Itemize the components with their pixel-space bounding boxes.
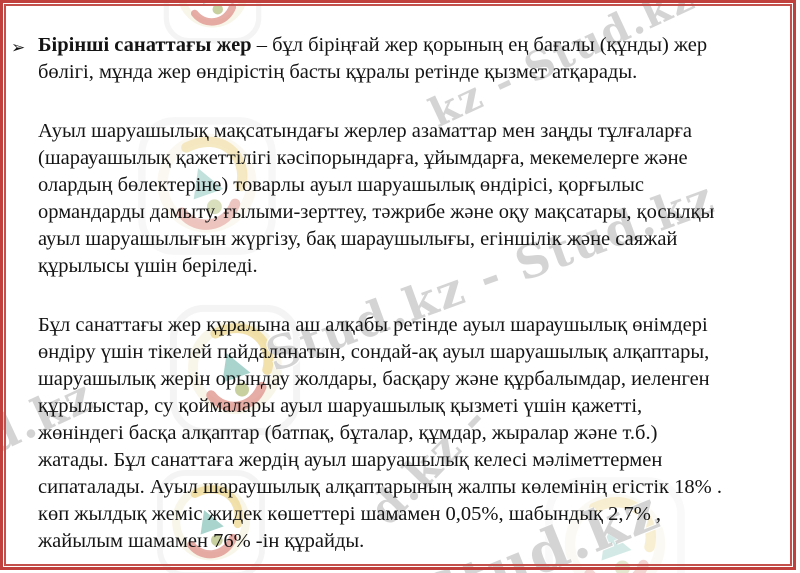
term-first-category-land: Бірінші санаттағы жер xyxy=(38,34,252,56)
paragraph-category-details: Бұл санаттағы жер құралына аш алқабы рет… xyxy=(38,314,722,552)
definition-text: – бұл біріңғай жер қорының ең бағалы (құ… xyxy=(38,34,708,83)
paragraph-agricultural-purpose: Ауыл шаруашылық мақсатындағы жерлер азам… xyxy=(38,120,715,277)
arrow-bullet-icon: ➢ xyxy=(11,38,26,58)
document-body: ➢ Бірінші санаттағы жер – бұл біріңғай же… xyxy=(11,0,790,573)
paragraph-definition: ➢ Бірінші санаттағы жер – бұл біріңғай же… xyxy=(11,32,790,86)
